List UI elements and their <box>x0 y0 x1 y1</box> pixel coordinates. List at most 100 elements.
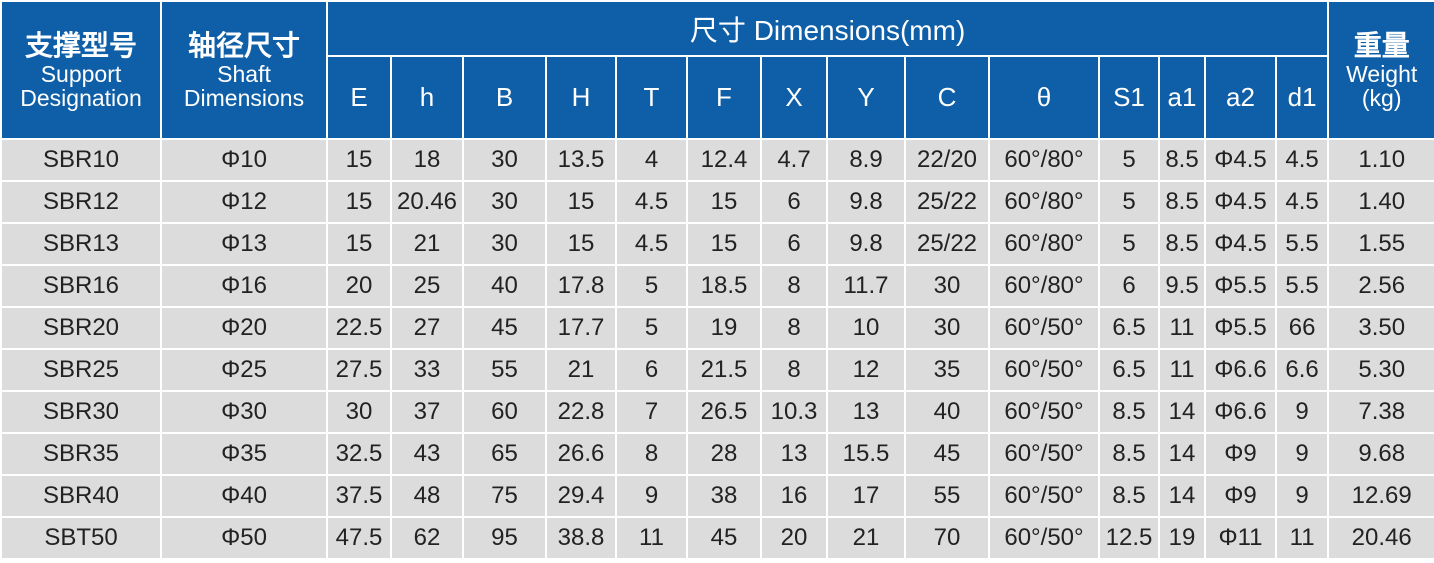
table-row: SBR10 Φ10 15 18 30 13.5 4 12.4 4.7 8.9 22/20 60°/80… <box>0 138 1434 182</box>
table-cell: 18.5 <box>686 264 762 308</box>
table-cell: 14 <box>1158 390 1206 434</box>
table-row: SBR25 Φ25 27.5 33 55 21 6 21.5 8 12 35 60°/50° 6.5 11… <box>0 348 1434 392</box>
table-cell: 12.69 <box>1327 474 1434 518</box>
table-cell: 30 <box>462 138 547 182</box>
designation-header: 支撑型号 Support Designation <box>0 0 162 140</box>
table-cell: 9 <box>1274 390 1330 434</box>
weight-header: 重量 Weight (kg) <box>1327 0 1434 140</box>
column-header: d1 <box>1274 55 1330 140</box>
column-header: C <box>904 55 990 140</box>
table-cell: Φ10 <box>160 138 328 182</box>
table-cell: 8.5 <box>1158 138 1206 182</box>
table-cell: 45 <box>686 516 762 560</box>
table-cell: 5.5 <box>1274 222 1330 266</box>
table-cell: 6 <box>1098 264 1160 308</box>
table-cell: 60°/80° <box>988 222 1100 266</box>
table-cell: 1.10 <box>1327 138 1434 182</box>
table-cell: SBR16 <box>0 264 162 308</box>
table-cell: 7.38 <box>1327 390 1434 434</box>
table-cell: 45 <box>462 306 547 350</box>
table-cell: Φ40 <box>160 474 328 518</box>
column-header: H <box>545 55 617 140</box>
table-cell: 8 <box>760 264 828 308</box>
table-cell: 60°/50° <box>988 516 1100 560</box>
table-row: SBR35 Φ35 32.5 43 65 26.6 8 28 13 15.5 45 60°/50° 8.… <box>0 432 1434 476</box>
table-cell: 15 <box>326 180 392 224</box>
table-cell: Φ11 <box>1204 516 1277 560</box>
table-cell: 15 <box>326 138 392 182</box>
column-header: Y <box>826 55 906 140</box>
table-cell: 22.5 <box>326 306 392 350</box>
table-cell: Φ9 <box>1204 432 1277 476</box>
table-cell: 15 <box>326 222 392 266</box>
table-cell: 33 <box>390 348 464 392</box>
table-cell: 3.50 <box>1327 306 1434 350</box>
table-cell: 95 <box>462 516 547 560</box>
table-cell: 4.7 <box>760 138 828 182</box>
table-cell: 60°/50° <box>988 348 1100 392</box>
table-cell: 8.5 <box>1158 222 1206 266</box>
table-cell: 8 <box>615 432 688 476</box>
table-cell: 45 <box>904 432 990 476</box>
table-cell: 10 <box>826 306 906 350</box>
column-header: T <box>615 55 688 140</box>
table-cell: Φ35 <box>160 432 328 476</box>
table-cell: 60 <box>462 390 547 434</box>
table-cell: 37.5 <box>326 474 392 518</box>
table-cell: 4.5 <box>1274 138 1330 182</box>
table-row: SBR40 Φ40 37.5 48 75 29.4 9 38 16 17 55 60°/50° 8.5 1… <box>0 474 1434 518</box>
table-cell: 55 <box>462 348 547 392</box>
table-cell: 37 <box>390 390 464 434</box>
table-cell: 9 <box>615 474 688 518</box>
table-cell: 22/20 <box>904 138 990 182</box>
table-cell: 18 <box>390 138 464 182</box>
table-cell: 60°/50° <box>988 474 1100 518</box>
header-en: Support Designation <box>20 61 142 111</box>
table-cell: 13 <box>760 432 828 476</box>
table-cell: 9.8 <box>826 222 906 266</box>
header-cn: 轴径尺寸 <box>187 30 300 61</box>
table-cell: 27 <box>390 306 464 350</box>
table-cell: 2.56 <box>1327 264 1434 308</box>
table-cell: 12.4 <box>686 138 762 182</box>
table-cell: Φ50 <box>160 516 328 560</box>
table-cell: 5 <box>1098 138 1160 182</box>
table-cell: Φ13 <box>160 222 328 266</box>
table-cell: 70 <box>904 516 990 560</box>
table-cell: 19 <box>686 306 762 350</box>
table-cell: 16 <box>760 474 828 518</box>
table-cell: 60°/50° <box>988 432 1100 476</box>
table-cell: 55 <box>904 474 990 518</box>
table-cell: 21.5 <box>686 348 762 392</box>
table-cell: 75 <box>462 474 547 518</box>
table-cell: 21 <box>826 516 906 560</box>
table-cell: 30 <box>462 180 547 224</box>
table-cell: 11 <box>1158 306 1206 350</box>
table-cell: SBR40 <box>0 474 162 518</box>
table-cell: 14 <box>1158 432 1206 476</box>
column-header: a2 <box>1204 55 1277 140</box>
column-header: h <box>390 55 464 140</box>
table-cell: 14 <box>1158 474 1206 518</box>
table-cell: 11 <box>1158 348 1206 392</box>
table-cell: 8.5 <box>1098 432 1160 476</box>
table-cell: 1.55 <box>1327 222 1434 266</box>
table-cell: 4.5 <box>615 180 688 224</box>
table-cell: 6 <box>760 180 828 224</box>
table-cell: SBR13 <box>0 222 162 266</box>
table-cell: 17.7 <box>545 306 617 350</box>
table-cell: 26.5 <box>686 390 762 434</box>
table-cell: Φ30 <box>160 390 328 434</box>
table-cell: 15.5 <box>826 432 906 476</box>
table-row: SBR30 Φ30 30 37 60 22.8 7 26.5 10.3 13 40 60°/50° 8.… <box>0 390 1434 434</box>
table-cell: 30 <box>904 306 990 350</box>
table-cell: 6 <box>615 348 688 392</box>
table-cell: 22.8 <box>545 390 617 434</box>
table-cell: 9 <box>1274 474 1330 518</box>
table-cell: 7 <box>615 390 688 434</box>
table-cell: 12.5 <box>1098 516 1160 560</box>
table-cell: 15 <box>686 222 762 266</box>
table-cell: 1.40 <box>1327 180 1434 224</box>
table-cell: Φ16 <box>160 264 328 308</box>
